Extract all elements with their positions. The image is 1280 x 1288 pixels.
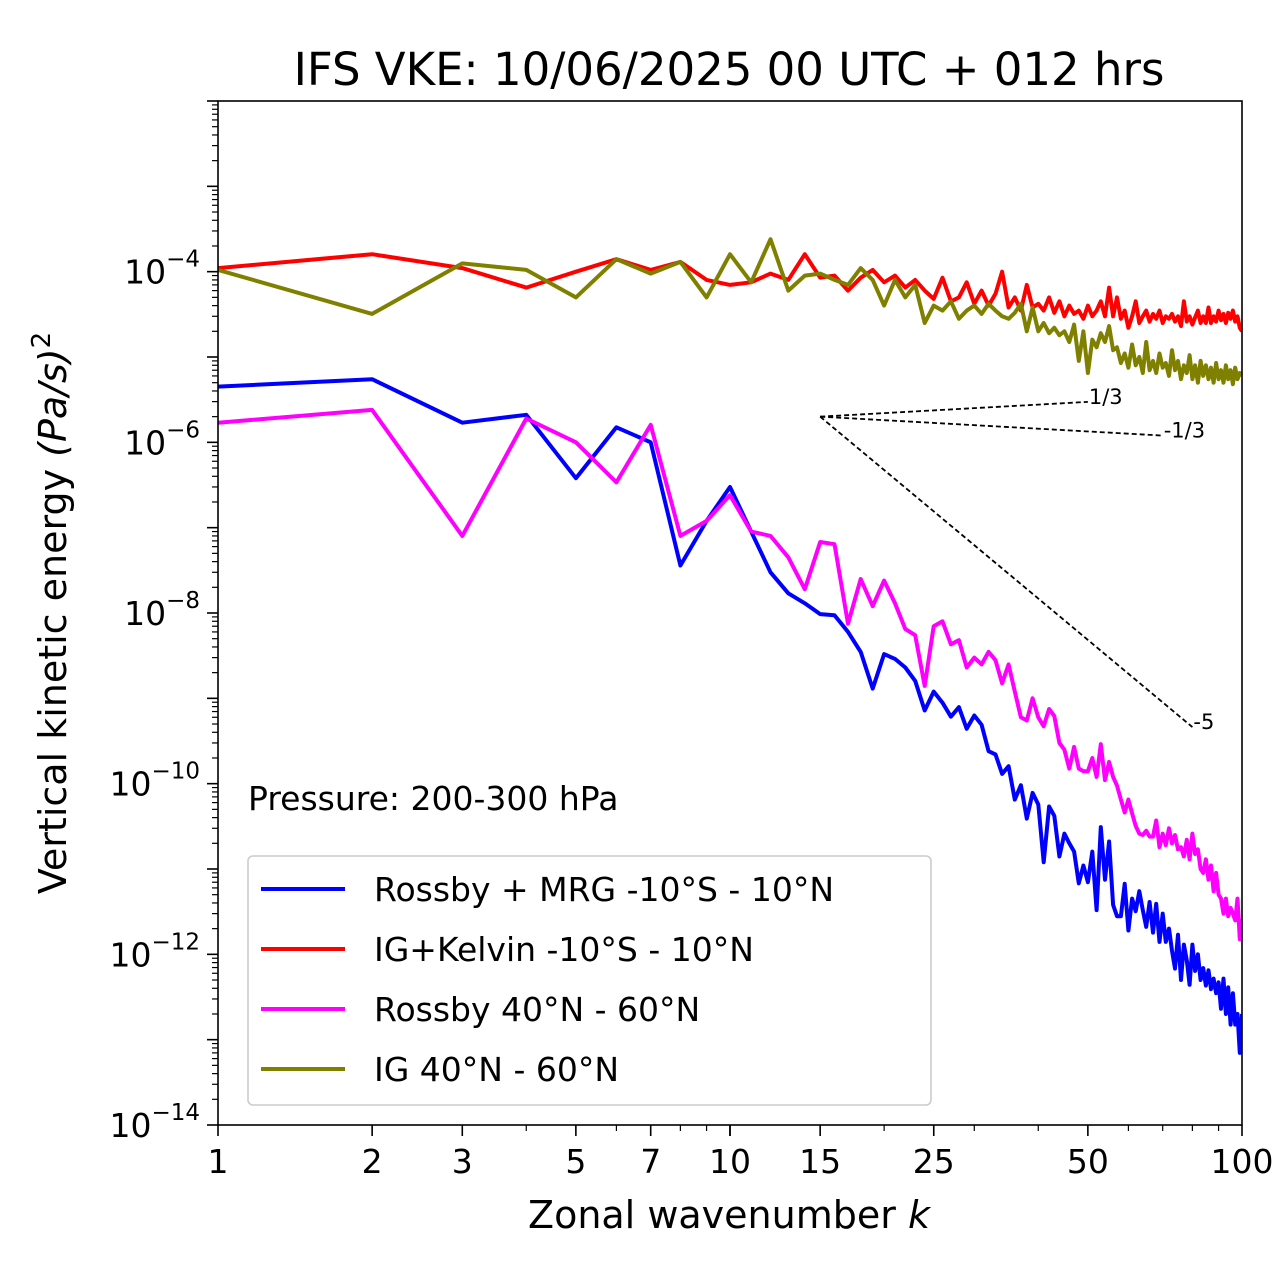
y-axis-label-power: 2 xyxy=(27,332,57,349)
x-axis-label-variable: k xyxy=(908,1193,932,1237)
y-tick-label-power: −12 xyxy=(151,929,200,955)
y-tick-label-base: 10 xyxy=(109,765,151,804)
x-tick-label: 3 xyxy=(452,1142,473,1181)
y-tick-label-power: −10 xyxy=(151,759,200,785)
y-tick-label-power: −14 xyxy=(151,1100,200,1126)
reference-slope-line xyxy=(820,400,1088,418)
series-line xyxy=(218,252,1242,333)
y-tick-label: 10−8 xyxy=(124,588,200,633)
y-tick-label-power: −8 xyxy=(166,588,200,614)
series-line xyxy=(218,407,1242,942)
y-tick-label-base: 10 xyxy=(109,935,151,974)
legend-box xyxy=(247,855,932,1106)
y-tick-label-power: −6 xyxy=(166,417,200,443)
reference-slope-label: -5 xyxy=(1193,710,1214,734)
legend-label: IG+Kelvin -10°S - 10°N xyxy=(374,930,754,969)
x-axis-label-text: Zonal wavenumber xyxy=(528,1193,908,1237)
legend-label: Rossby + MRG -10°S - 10°N xyxy=(374,870,834,909)
reference-slope-lines: 1/3 -1/3 -5 xyxy=(819,385,1214,734)
y-axis-label: Vertical kinetic energy (Pa/s)2 xyxy=(27,332,75,894)
reference-slope-line xyxy=(819,415,1193,728)
legend: Rossby + MRG -10°S - 10°N IG+Kelvin -10°S… xyxy=(247,855,932,1106)
x-tick-label: 25 xyxy=(913,1142,955,1181)
y-tick-label-base: 10 xyxy=(124,253,166,292)
x-tick-label: 5 xyxy=(565,1142,586,1181)
series-line xyxy=(218,237,1242,387)
x-axis-ticks: 1 2 3 5 7 10 15 25 50 100 xyxy=(208,1125,1274,1181)
y-axis-label-units: (Pa/s) xyxy=(31,348,75,456)
y-tick-label: 10−4 xyxy=(124,247,200,292)
y-tick-label: 10−14 xyxy=(109,1100,200,1145)
y-tick-label-base: 10 xyxy=(109,1106,151,1145)
y-tick-label: 10−10 xyxy=(109,759,200,804)
pressure-annotation: Pressure: 200-300 hPa xyxy=(248,779,618,818)
reference-slope-label: -1/3 xyxy=(1164,419,1205,443)
y-tick-label-base: 10 xyxy=(124,594,166,633)
y-tick-label: 10−6 xyxy=(124,417,200,462)
legend-label: IG 40°N - 60°N xyxy=(374,1050,619,1089)
plot-frame xyxy=(217,100,1243,1126)
x-tick-label: 15 xyxy=(799,1142,841,1181)
x-tick-label: 10 xyxy=(709,1142,751,1181)
chart-title: IFS VKE: 10/06/2025 00 UTC + 012 hrs xyxy=(294,43,1165,96)
x-tick-label: 50 xyxy=(1067,1142,1109,1181)
x-tick-label: 7 xyxy=(640,1142,661,1181)
x-tick-label: 100 xyxy=(1211,1142,1274,1181)
legend-label: Rossby 40°N - 60°N xyxy=(374,990,700,1029)
x-axis-label: Zonal wavenumber k xyxy=(528,1193,932,1237)
reference-slope-line xyxy=(820,415,1163,437)
reference-slope-label: 1/3 xyxy=(1089,385,1123,409)
y-tick-label-base: 10 xyxy=(124,423,166,462)
x-tick-label: 2 xyxy=(362,1142,383,1181)
y-tick-label: 10−12 xyxy=(109,929,200,974)
series-lines xyxy=(218,237,1242,1055)
x-tick-label: 1 xyxy=(208,1142,229,1181)
y-tick-label-power: −4 xyxy=(166,247,200,273)
y-axis-label-text: Vertical kinetic energy xyxy=(31,457,75,894)
series-line xyxy=(218,377,1242,1055)
